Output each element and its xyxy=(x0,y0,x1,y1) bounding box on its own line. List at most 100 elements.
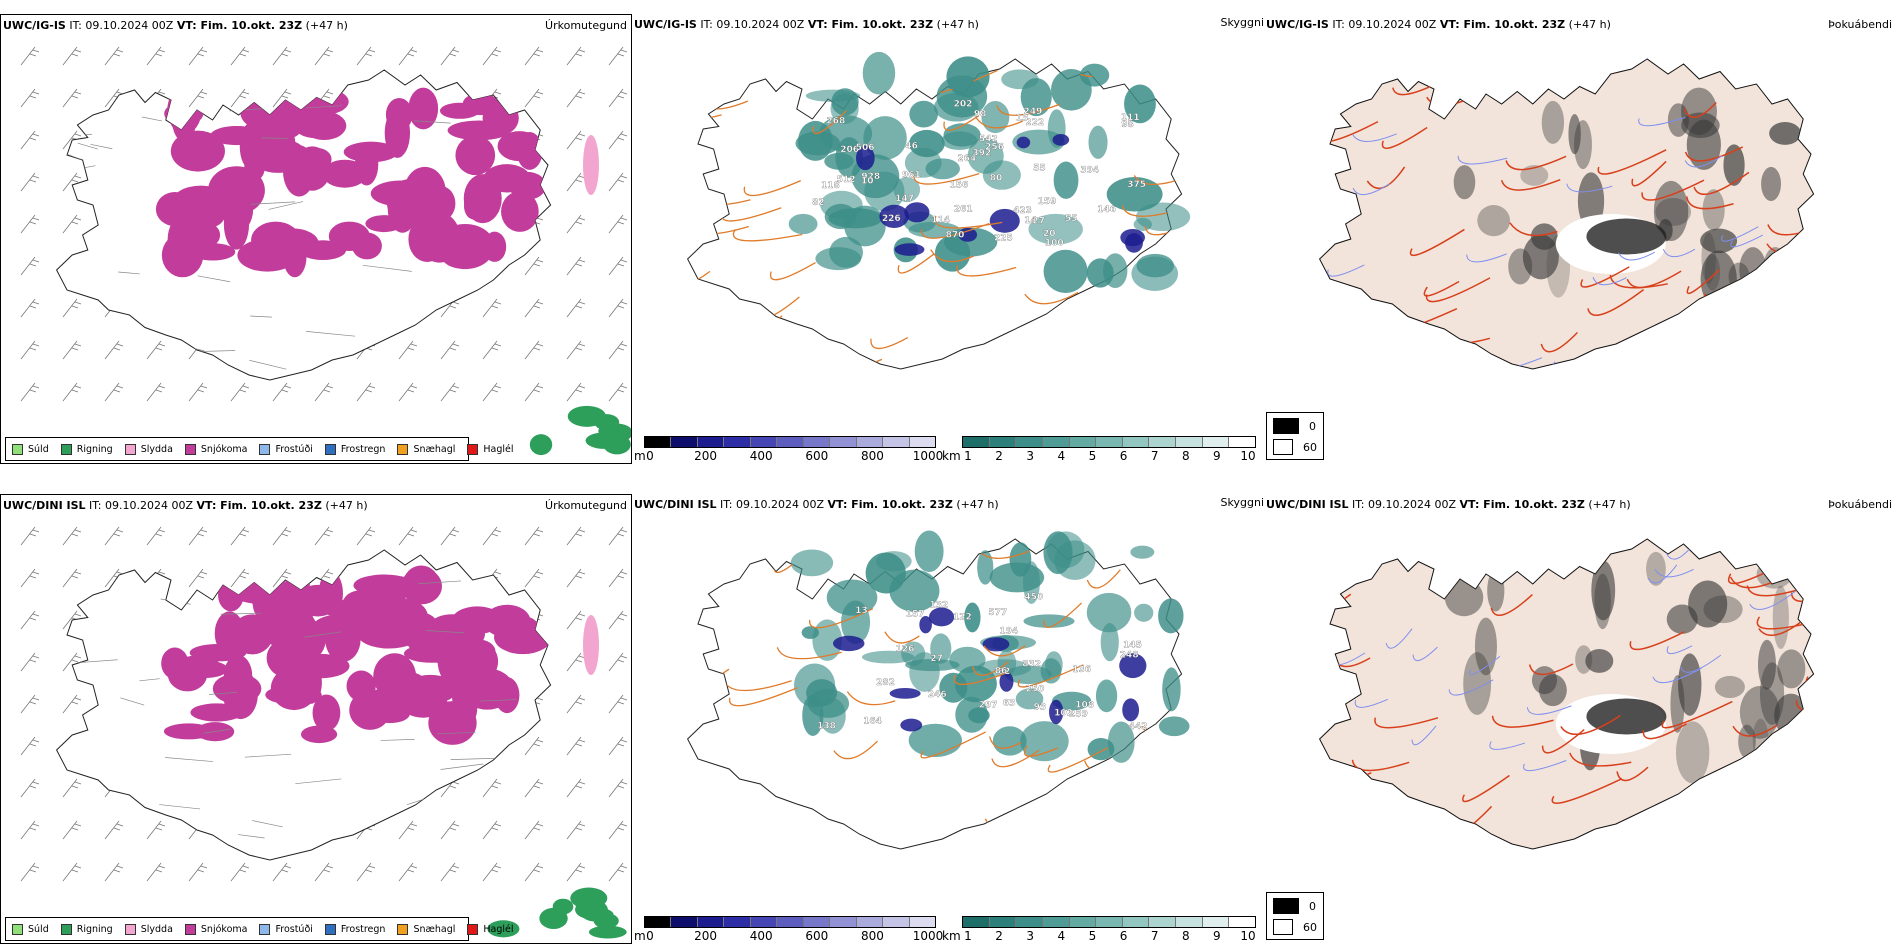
fog-index-area xyxy=(1702,189,1725,231)
road-line xyxy=(1374,717,1439,729)
road-line xyxy=(696,799,761,812)
road-line xyxy=(159,804,201,810)
ceiling-value-label: 194 xyxy=(999,626,1018,636)
road-line xyxy=(1500,179,1561,191)
colorbar-tick-label: 8 xyxy=(1181,929,1190,943)
snowfall-area xyxy=(343,141,399,163)
ceiling-value-label: 63 xyxy=(1003,699,1016,709)
wind-barb xyxy=(566,820,586,840)
wind-barb xyxy=(608,298,628,318)
wind-barb xyxy=(230,862,250,882)
ceiling-value-label: 20 xyxy=(1043,229,1056,239)
snowfall-area xyxy=(365,215,403,233)
legend-item: Rigning xyxy=(60,443,113,455)
road-line xyxy=(1144,219,1182,236)
road-line xyxy=(249,359,287,370)
low-visibility-area xyxy=(1131,256,1179,291)
ceiling-colorbar-swatches xyxy=(644,916,936,928)
river-line xyxy=(1725,518,1752,534)
road-line xyxy=(1116,827,1179,843)
colorbar-cell xyxy=(1229,917,1256,927)
legend-item: Súld xyxy=(12,443,49,455)
colorbar-tick-label: 4 xyxy=(1057,449,1066,463)
road-line xyxy=(1024,291,1079,305)
road-line xyxy=(120,697,145,706)
road-line xyxy=(1702,293,1747,305)
low-visibility-area xyxy=(788,213,818,235)
ceiling-value-label: 46 xyxy=(905,141,918,151)
road-line xyxy=(1597,149,1667,175)
low-ceiling-area xyxy=(1052,133,1070,146)
colorbar-cell xyxy=(989,437,1017,447)
road-line xyxy=(203,728,231,734)
legend-label: Haglél xyxy=(483,923,514,935)
road-line xyxy=(1509,848,1553,849)
river-line xyxy=(1680,654,1722,673)
ceiling-value-label: 394 xyxy=(1080,166,1099,176)
road-line xyxy=(1551,778,1623,804)
colorbar-cell xyxy=(1042,437,1070,447)
road-line xyxy=(1693,171,1750,196)
ceiling-value-label: 27 xyxy=(930,654,943,664)
wind-barb xyxy=(566,172,586,192)
ceiling-value-label: 111 xyxy=(1121,113,1140,123)
road-line xyxy=(413,120,451,124)
legend-swatch xyxy=(184,923,196,935)
fog-index-area xyxy=(1738,724,1756,759)
fog-index-area xyxy=(1474,617,1497,676)
road-line xyxy=(479,699,517,702)
river-line xyxy=(1662,248,1696,258)
ceiling-value-label: 108 xyxy=(1075,701,1094,711)
ceiling-value-label: 102 xyxy=(1054,709,1073,719)
colorbar-cell xyxy=(724,917,751,927)
snowfall-area xyxy=(265,228,319,258)
colorbar-tick-label: 800 xyxy=(860,929,884,943)
ceiling-value-label: 248 xyxy=(1120,650,1139,660)
road-line xyxy=(306,331,356,337)
wind-barb xyxy=(146,526,166,546)
wind-barb xyxy=(272,862,292,882)
ceiling-value-label: 62 xyxy=(998,667,1011,677)
low-visibility-area xyxy=(1040,658,1062,684)
legend-label: Slydda xyxy=(140,443,173,455)
road-line xyxy=(295,778,342,785)
wind-barb xyxy=(608,652,628,672)
low-visibility-area xyxy=(835,137,863,178)
river-line xyxy=(1741,59,1770,65)
road-line xyxy=(971,661,1010,676)
wind-barb xyxy=(608,526,628,546)
wind-barb xyxy=(524,256,544,276)
colorbar-cell xyxy=(1016,437,1043,447)
road-line xyxy=(1616,766,1649,782)
road-line xyxy=(220,612,262,615)
river-line xyxy=(1749,590,1796,610)
road-line xyxy=(953,671,1009,686)
low-ceiling-area xyxy=(1119,653,1147,679)
fog-legend-swatch xyxy=(1273,439,1293,455)
colorbar-cell xyxy=(803,917,831,927)
road-line xyxy=(505,309,529,320)
wind-barb xyxy=(20,214,40,234)
wind-barb xyxy=(566,214,586,234)
panel-field-name: Þokuábendi xyxy=(1828,498,1892,511)
snowfall-area xyxy=(408,216,447,262)
colorbar-cell xyxy=(883,437,910,447)
low-visibility-area xyxy=(1022,561,1040,604)
legend-label: Súld xyxy=(28,923,49,935)
low-visibility-area xyxy=(1043,249,1088,294)
snowfall-area xyxy=(212,673,262,704)
road-line xyxy=(1756,616,1808,630)
low-visibility-area xyxy=(981,101,1010,134)
rain-area xyxy=(552,898,574,915)
snowfall-area xyxy=(353,574,416,597)
fog-panel-bottom: UWC/DINI ISL IT: 09.10.2024 00Z VT: Fim.… xyxy=(1264,494,1900,944)
wind-barb xyxy=(146,46,166,66)
road-line xyxy=(291,56,323,64)
wind-barb xyxy=(188,568,208,588)
sleet-area xyxy=(583,135,599,195)
river-line xyxy=(1352,183,1390,195)
road-line xyxy=(1711,305,1744,320)
low-visibility-area xyxy=(801,626,819,639)
low-visibility-area xyxy=(1054,540,1096,581)
colorbar-cell xyxy=(1069,917,1097,927)
